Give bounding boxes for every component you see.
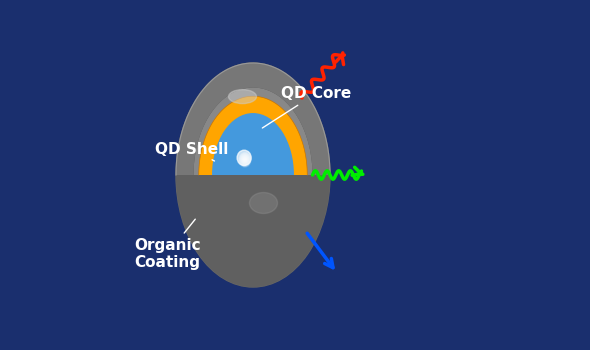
Ellipse shape [194, 81, 320, 265]
Ellipse shape [185, 71, 326, 276]
PathPatch shape [176, 175, 330, 287]
Ellipse shape [186, 73, 324, 275]
Ellipse shape [180, 67, 328, 282]
Ellipse shape [185, 72, 325, 275]
Ellipse shape [237, 150, 251, 166]
PathPatch shape [194, 88, 313, 175]
Ellipse shape [183, 71, 326, 278]
Ellipse shape [187, 74, 324, 274]
Ellipse shape [201, 88, 317, 257]
Ellipse shape [199, 96, 307, 254]
Ellipse shape [178, 65, 329, 284]
Ellipse shape [244, 158, 246, 161]
Ellipse shape [200, 87, 317, 258]
Ellipse shape [191, 78, 322, 269]
Ellipse shape [204, 91, 315, 253]
Ellipse shape [206, 93, 314, 250]
Ellipse shape [176, 63, 330, 287]
Ellipse shape [240, 153, 250, 166]
Ellipse shape [197, 84, 319, 261]
Ellipse shape [190, 77, 323, 270]
Text: QD Shell: QD Shell [155, 142, 228, 161]
Ellipse shape [191, 78, 322, 268]
Ellipse shape [242, 156, 248, 163]
Ellipse shape [188, 75, 324, 273]
Ellipse shape [195, 82, 320, 264]
Ellipse shape [196, 83, 319, 262]
Ellipse shape [205, 92, 314, 251]
Ellipse shape [241, 155, 248, 164]
Ellipse shape [193, 80, 321, 266]
PathPatch shape [176, 63, 330, 175]
Ellipse shape [178, 64, 329, 285]
Ellipse shape [241, 155, 249, 164]
Ellipse shape [189, 76, 323, 271]
Ellipse shape [242, 156, 248, 163]
Ellipse shape [244, 159, 246, 161]
Ellipse shape [244, 159, 245, 160]
Ellipse shape [228, 90, 257, 104]
Ellipse shape [203, 90, 316, 254]
Ellipse shape [182, 69, 327, 279]
Ellipse shape [179, 66, 329, 283]
Ellipse shape [188, 75, 323, 272]
Ellipse shape [192, 79, 322, 267]
Ellipse shape [177, 64, 330, 286]
Ellipse shape [199, 86, 317, 258]
Ellipse shape [202, 89, 316, 255]
Ellipse shape [195, 82, 320, 263]
PathPatch shape [199, 96, 307, 175]
Ellipse shape [241, 154, 249, 165]
Ellipse shape [176, 63, 330, 287]
Ellipse shape [243, 158, 247, 162]
Ellipse shape [218, 126, 260, 161]
Ellipse shape [198, 85, 319, 260]
PathPatch shape [194, 88, 313, 262]
Ellipse shape [201, 89, 316, 256]
Ellipse shape [250, 193, 277, 214]
Ellipse shape [205, 92, 314, 252]
Ellipse shape [181, 68, 327, 280]
Ellipse shape [183, 70, 326, 279]
Ellipse shape [240, 153, 251, 167]
Text: QD Core: QD Core [263, 86, 351, 128]
Ellipse shape [198, 85, 318, 259]
Ellipse shape [243, 157, 247, 162]
Ellipse shape [181, 68, 327, 281]
Text: Organic
Coating: Organic Coating [134, 219, 201, 271]
Ellipse shape [213, 114, 293, 236]
Ellipse shape [240, 154, 250, 166]
Ellipse shape [239, 152, 251, 167]
